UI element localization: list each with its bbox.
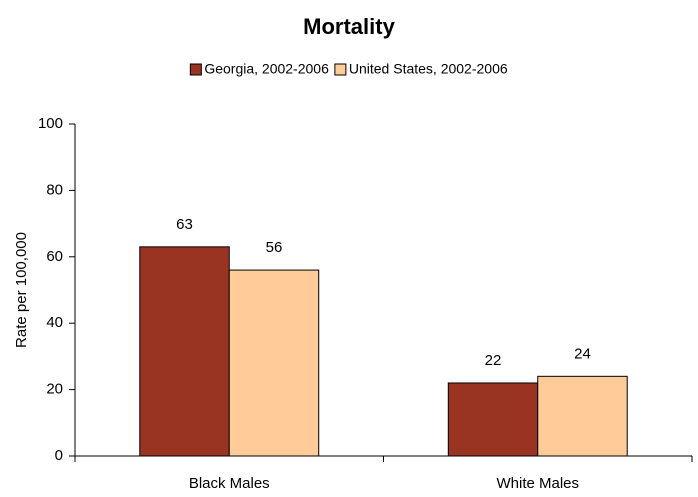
y-tick-label: 20 xyxy=(46,381,63,398)
legend-label: United States, 2002-2006 xyxy=(349,61,508,77)
data-label: 63 xyxy=(176,216,193,233)
data-label: 22 xyxy=(485,352,502,369)
bar xyxy=(139,246,230,457)
x-tick-label: Black Males xyxy=(189,475,270,492)
bar xyxy=(228,269,320,457)
data-label: 24 xyxy=(574,345,591,362)
y-tick-label: 60 xyxy=(46,248,63,265)
legend-label: Georgia, 2002-2006 xyxy=(204,61,329,77)
y-tick-label: 100 xyxy=(38,115,63,132)
legend-swatch xyxy=(189,63,202,76)
y-tick-label: 80 xyxy=(46,181,63,198)
legend: Georgia, 2002-2006 United States, 2002-20… xyxy=(189,61,508,77)
x-tick-label: White Males xyxy=(496,475,579,492)
y-tick-label: 40 xyxy=(46,314,63,331)
chart-title: Mortality xyxy=(303,14,395,39)
y-tick-label: 0 xyxy=(55,447,63,464)
y-axis-label: Rate per 100,000 xyxy=(13,232,30,348)
legend-swatch xyxy=(334,63,347,76)
bar xyxy=(447,382,539,457)
bar xyxy=(537,375,628,457)
data-label: 56 xyxy=(266,239,283,256)
